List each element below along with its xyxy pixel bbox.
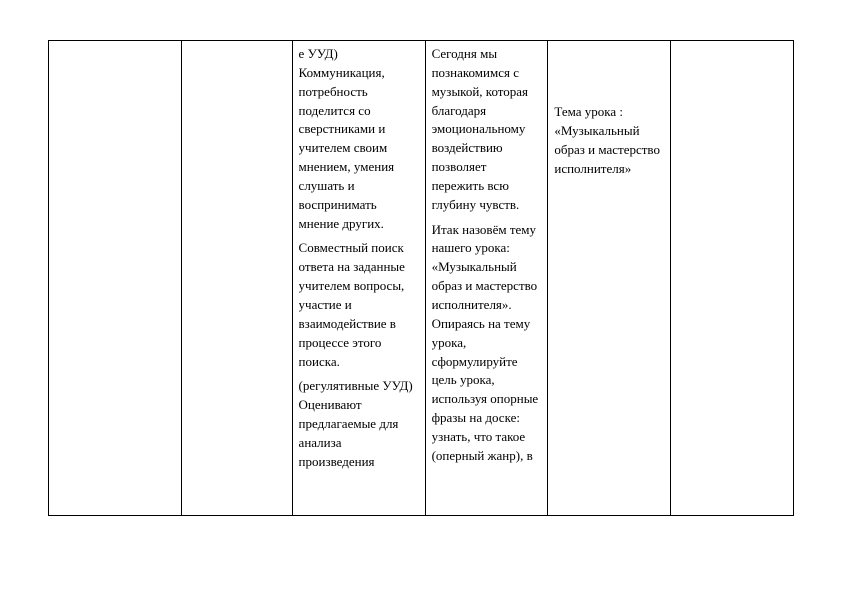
cell-col2 [182,41,293,516]
cell-col1 [49,41,182,516]
cell-paragraph: Итак назовём тему нашего урока: «Музыкал… [432,221,542,466]
cell-col5: Тема урока : «Музыкальный образ и мастер… [548,41,671,516]
cell-text: Тема урока : «Музыкальный образ и мастер… [554,104,660,176]
cell-col3: е УУД) Коммуникация, потребность поделит… [292,41,425,516]
cell-paragraph: Совместный поиск ответа на заданные учит… [299,239,419,371]
table-row: е УУД) Коммуникация, потребность поделит… [49,41,794,516]
document-page: е УУД) Коммуникация, потребность поделит… [0,0,842,595]
cell-col6 [671,41,794,516]
cell-col4: Сегодня мы познакомимся с музыкой, котор… [425,41,548,516]
cell-paragraph: Сегодня мы познакомимся с музыкой, котор… [432,45,542,215]
cell-paragraph: (регулятивные УУД) Оценивают предлагаемы… [299,377,419,471]
cell-paragraph: е УУД) Коммуникация, потребность поделит… [299,45,419,233]
lesson-plan-table: е УУД) Коммуникация, потребность поделит… [48,40,794,516]
